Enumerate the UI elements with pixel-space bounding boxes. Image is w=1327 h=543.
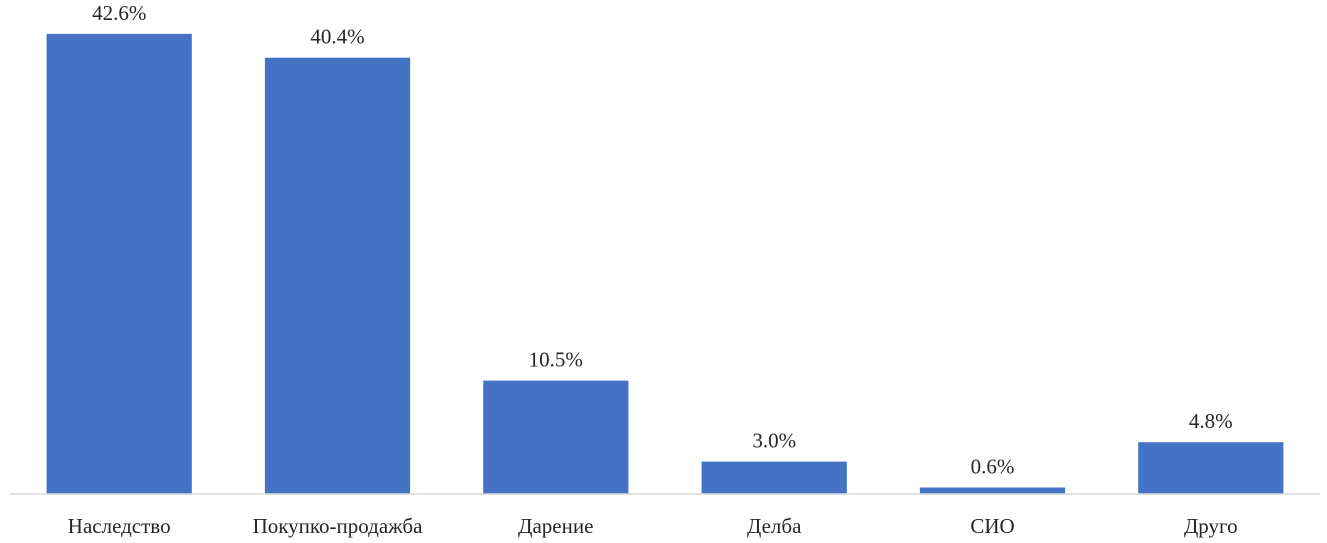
x-tick-label-3: Дарение <box>518 514 593 538</box>
data-label-3: 10.5% <box>529 348 583 372</box>
data-label-1: 42.6% <box>92 1 146 25</box>
bar-1 <box>46 33 192 495</box>
x-tick-label-5: СИО <box>970 514 1014 538</box>
bar-3 <box>483 380 629 494</box>
x-tick-labels-group: Наследство Покупко-продажба Дарение Делба СИ… <box>68 514 1238 538</box>
bar-2 <box>264 57 411 494</box>
data-label-4: 3.0% <box>752 429 796 453</box>
bar-5 <box>919 487 1066 494</box>
bar-6 <box>1138 442 1284 494</box>
bars-group <box>46 33 1284 495</box>
data-label-6: 4.8% <box>1189 409 1233 433</box>
data-label-5: 0.6% <box>971 455 1015 479</box>
x-tick-label-1: Наследство <box>68 514 171 538</box>
bar-4 <box>701 461 847 494</box>
data-labels-group: 42.6% 40.4% 10.5% 3.0% 0.6% 4.8% <box>92 1 1233 479</box>
data-label-2: 40.4% <box>310 25 364 49</box>
x-tick-label-4: Делба <box>747 514 802 538</box>
x-tick-label-6: Друго <box>1184 514 1238 538</box>
x-tick-label-2: Покупко-продажба <box>253 514 423 538</box>
